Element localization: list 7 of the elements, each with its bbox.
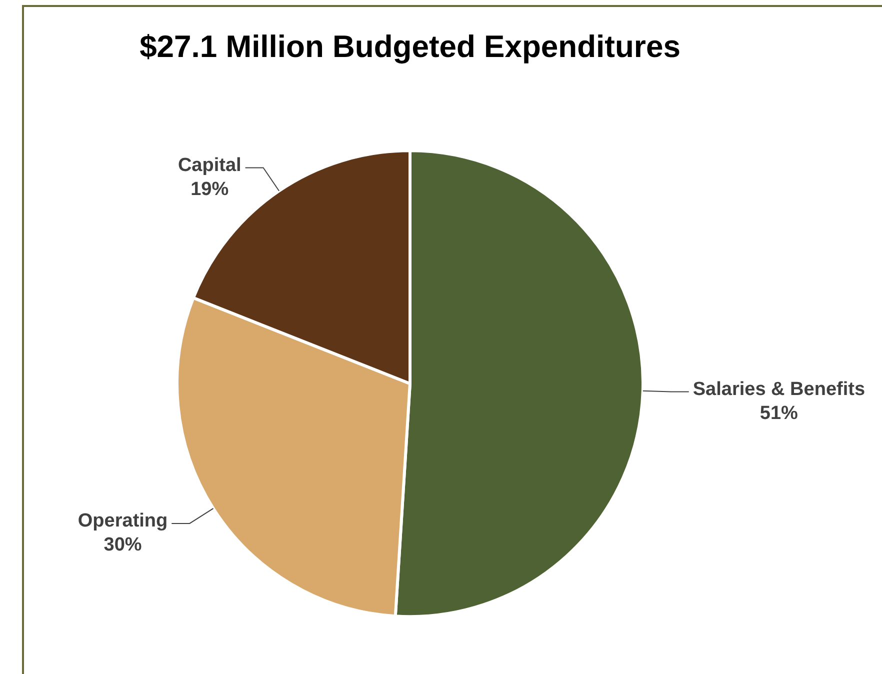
data-label: 30% <box>104 534 142 556</box>
chart-title: $27.1 Million Budgeted Expenditures <box>140 29 680 64</box>
data-label: 51% <box>760 403 798 424</box>
slice-label: Operating <box>78 510 168 532</box>
slice-label: Capital <box>178 154 242 176</box>
slice-label: Salaries & Benefits <box>692 379 866 400</box>
data-label: 19% <box>190 178 229 200</box>
